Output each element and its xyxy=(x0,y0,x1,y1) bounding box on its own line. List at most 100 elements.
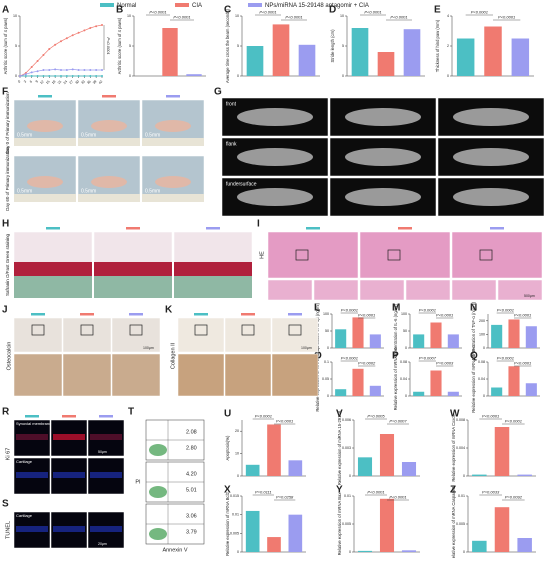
series-point xyxy=(71,68,74,71)
scale-bar-label: 0.5mm xyxy=(81,188,96,194)
signal xyxy=(16,526,48,532)
panel-letter: F xyxy=(2,87,8,98)
paw xyxy=(91,176,127,188)
y-tick-label: 5 xyxy=(15,44,17,48)
bone-band xyxy=(14,276,92,298)
panel-letter: N xyxy=(470,303,477,314)
group-swatch xyxy=(31,313,45,316)
histology-zoom xyxy=(451,279,497,301)
bar xyxy=(413,391,425,396)
bar xyxy=(351,28,369,76)
series-point xyxy=(101,75,103,77)
series-point xyxy=(95,25,98,28)
ihc-zoom xyxy=(13,353,63,397)
p-value: P=0.0007 xyxy=(389,419,407,424)
histology-zoom xyxy=(313,279,359,301)
legend-label: NPs/miRNA 15-29148 antagomir + CIA xyxy=(265,3,369,9)
paw xyxy=(155,120,191,132)
series-point xyxy=(77,31,80,34)
scale-bar-label: 20μm xyxy=(98,542,107,546)
y-tick-label: 50 xyxy=(325,329,329,333)
series-point xyxy=(24,75,27,77)
group-swatch xyxy=(288,313,302,316)
panel-letter: A xyxy=(2,5,9,16)
histology-image xyxy=(359,231,451,279)
panel-letter: V xyxy=(336,409,343,420)
group-swatch xyxy=(129,313,143,316)
cell-population xyxy=(149,528,167,540)
group-swatch xyxy=(25,415,39,418)
y-axis-label: Relative expression of mRNA Caspase3 xyxy=(451,486,456,558)
paw xyxy=(155,176,191,188)
x-tick-label: 36 xyxy=(86,79,92,85)
roi xyxy=(241,324,255,336)
y-tick-label: 0.1 xyxy=(324,360,329,364)
p-value: P=0.0005 xyxy=(367,414,385,419)
series-point xyxy=(54,43,57,46)
y-tick-label: 5 xyxy=(342,44,344,48)
bar xyxy=(447,334,459,348)
bar xyxy=(246,46,264,76)
p-value: P<0.0001 xyxy=(341,308,358,313)
ihc-zoom xyxy=(111,353,161,397)
roi xyxy=(80,324,94,336)
series-point xyxy=(19,75,21,77)
p-value: P<0.0001 xyxy=(419,308,436,313)
bar xyxy=(377,52,395,76)
y-tick-label: 0.04 xyxy=(478,377,485,381)
p-value: P<0.0001 xyxy=(514,313,531,318)
group-swatch xyxy=(102,95,116,98)
ruler xyxy=(142,138,204,146)
y-tick-label: 100 xyxy=(479,332,485,336)
y-axis-label: Thickness of hind paw (mm) xyxy=(435,19,440,72)
scale-bar-label: 100μm xyxy=(143,346,154,350)
y-tick-label: 2 xyxy=(447,44,449,48)
p-value: P<0.0001 xyxy=(471,10,488,15)
signal xyxy=(53,434,85,440)
bone-render xyxy=(345,148,421,166)
y-tick-label: 10 xyxy=(127,14,131,18)
signal xyxy=(90,434,122,440)
x-tick-label: 6 xyxy=(29,79,33,83)
cartilage-band xyxy=(14,262,92,276)
bar xyxy=(525,326,537,348)
y-tick-label: 10 xyxy=(235,452,239,456)
series-point xyxy=(54,75,57,77)
bar xyxy=(245,510,260,552)
bar xyxy=(379,498,395,552)
group-swatch xyxy=(166,95,180,98)
quadrant-value: 3.79 xyxy=(186,529,197,535)
y-tick-label: 0 xyxy=(483,346,485,350)
roi xyxy=(129,324,143,336)
y-tick-label: 100 xyxy=(323,312,329,316)
p-value: P<0.0001 xyxy=(389,495,406,500)
bar xyxy=(456,38,475,76)
bar xyxy=(508,366,520,396)
stain-label: HE xyxy=(259,251,265,259)
group-swatch xyxy=(241,313,255,316)
y-tick-label: 0.08 xyxy=(400,360,407,364)
panel-letter: W xyxy=(450,409,460,420)
bar xyxy=(494,427,510,476)
panel-letter: M xyxy=(392,303,400,314)
group-swatch xyxy=(38,95,52,98)
y-tick-label: 0 xyxy=(405,394,407,398)
p-value: P<0.0001 xyxy=(498,15,515,20)
bar xyxy=(267,537,281,552)
y-tick-label: 0 xyxy=(129,74,131,78)
y-tick-label: 0 xyxy=(463,474,465,478)
bar xyxy=(245,464,260,476)
panel-letter: P xyxy=(392,351,399,362)
x-tick-label: 24 xyxy=(63,79,69,85)
series-point xyxy=(77,75,80,77)
stain-label: Safranin O/Fast Green staining xyxy=(5,233,10,296)
y-tick-label: 0.01 xyxy=(344,494,351,498)
y-tick-label: 10 xyxy=(340,14,344,18)
series-point xyxy=(30,71,33,74)
scale-bar-label: 0.5mm xyxy=(81,132,96,138)
series-point xyxy=(83,75,86,77)
bar xyxy=(335,329,347,348)
bar xyxy=(491,387,503,396)
bar xyxy=(517,474,532,476)
histology-image xyxy=(451,231,543,279)
